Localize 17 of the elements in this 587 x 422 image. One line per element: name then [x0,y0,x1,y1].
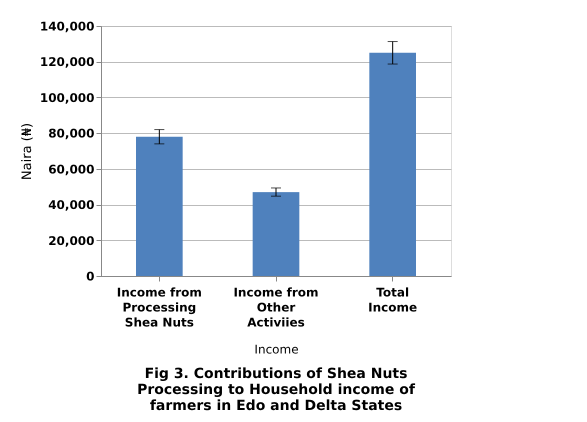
x-tick-label: Income from Processing Shea Nuts [116,286,202,330]
y-tick-label: 60,000 [48,162,94,176]
text: Fig 3. Contributions of Shea Nuts Processing to Household income of farmers in Edo and Delta States [137,366,416,414]
y-tick-label: 20,000 [48,234,94,248]
y-tick-label: 120,000 [40,55,94,70]
y-tick-label: 100,000 [40,90,94,105]
y-tick-label: 80,000 [48,126,94,141]
x-tick-label: Income from Other Activiies [233,286,319,330]
bar [252,192,300,276]
y-axis-title: Naira (₦) [20,122,35,180]
x-tick-label: Total Income [368,286,418,314]
bar [369,52,416,276]
x-axis-title: Income [254,342,299,356]
y-tick-label: 0 [86,270,94,284]
bar [136,136,183,276]
y-tick-label: 140,000 [40,20,94,34]
y-tick-label: 40,000 [48,198,94,212]
